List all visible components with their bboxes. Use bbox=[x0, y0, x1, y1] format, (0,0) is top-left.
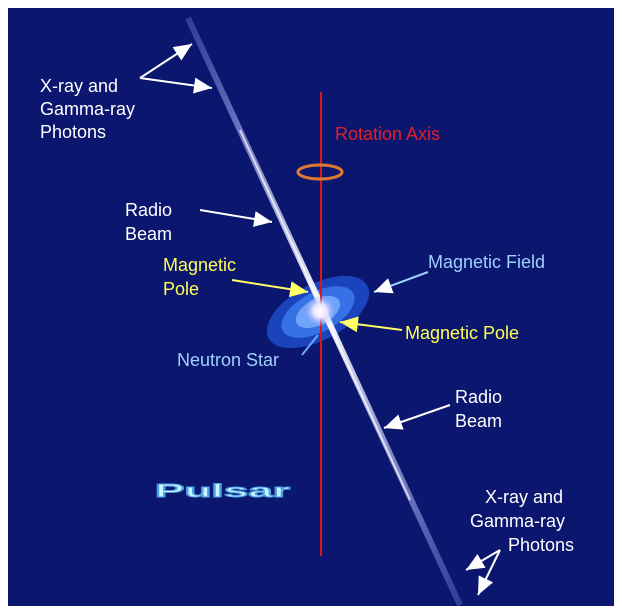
rotation-arrow bbox=[296, 163, 344, 181]
title: Pulsar bbox=[155, 481, 290, 501]
label-line: X-ray and bbox=[40, 76, 118, 96]
label-line: Magnetic Pole bbox=[405, 323, 519, 343]
magnetic-field: Magnetic Field bbox=[428, 252, 545, 272]
radio-beam-bottom: Radio Beam bbox=[455, 387, 502, 431]
label-line: Beam bbox=[125, 224, 172, 244]
pole-arrow bbox=[339, 316, 403, 333]
label-line: Magnetic Field bbox=[428, 252, 545, 272]
label-line: X-ray and bbox=[485, 487, 563, 507]
magnetic-pole-left: Magnetic Pole bbox=[163, 255, 236, 299]
radio-beam-top: Radio Beam bbox=[125, 200, 172, 244]
label-line: Radio bbox=[125, 200, 172, 220]
label-line: Gamma-ray bbox=[40, 99, 135, 119]
arrows bbox=[139, 43, 501, 596]
label-line: Rotation Axis bbox=[335, 124, 440, 144]
label-line: Beam bbox=[455, 411, 502, 431]
label-line: Radio bbox=[455, 387, 502, 407]
neutron-star-body bbox=[304, 295, 336, 327]
pole-arrow bbox=[231, 279, 309, 298]
label-line: Photons bbox=[40, 122, 106, 142]
neutron-star: Neutron Star bbox=[177, 350, 279, 370]
label-line: Neutron Star bbox=[177, 350, 279, 370]
rotation-axis: Rotation Axis bbox=[335, 124, 440, 144]
label-line: Pole bbox=[163, 279, 199, 299]
photons-top: X-ray and Gamma-ray Photons bbox=[40, 76, 135, 142]
label-line: Gamma-ray bbox=[470, 511, 565, 531]
label-line: Magnetic bbox=[163, 255, 236, 275]
label-line: Photons bbox=[508, 535, 574, 555]
photons-bottom: X-ray and Gamma-ray Photons bbox=[470, 487, 574, 555]
magnetic-pole-right: Magnetic Pole bbox=[405, 323, 519, 343]
